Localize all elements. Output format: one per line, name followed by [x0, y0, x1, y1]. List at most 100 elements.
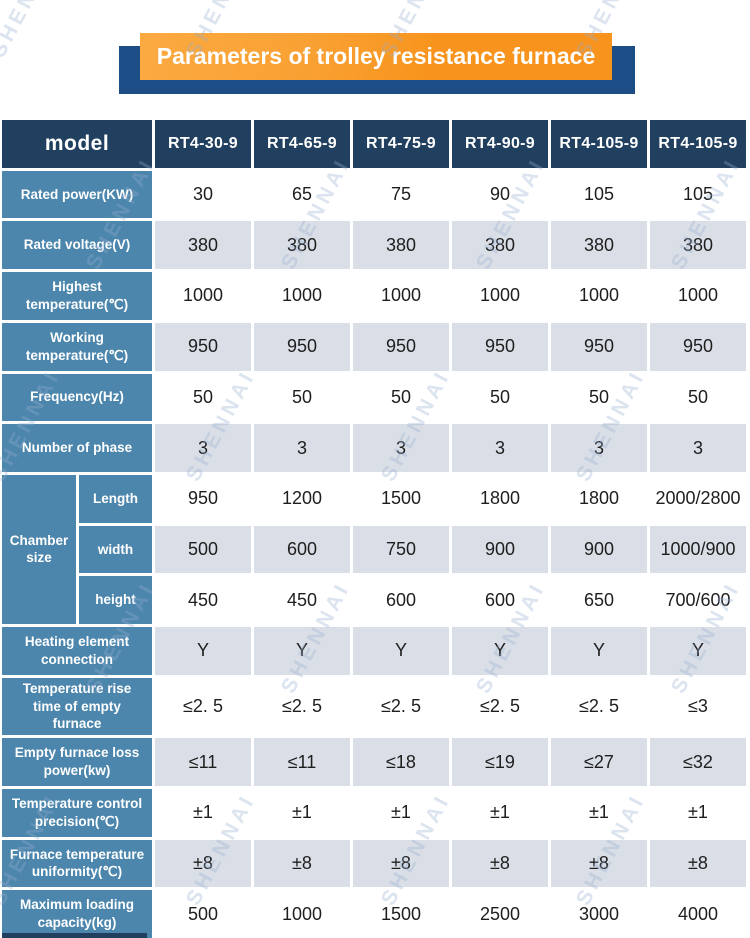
header-cell-model-name: RT4-75-9 [353, 120, 449, 168]
table-cell-value: 3000 [551, 890, 647, 938]
table-cell-value: 1000 [551, 272, 647, 320]
table-cell-value: 3 [254, 424, 350, 472]
table-cell-value: ≤2. 5 [155, 677, 251, 736]
table-cell-value: 1000 [254, 890, 350, 938]
table-cell-value: 50 [551, 373, 647, 422]
table-cell-value: Y [650, 627, 746, 675]
row-label-temperature-control-precision-: Temperature control precision(℃) [2, 788, 152, 837]
table-cell-value: 1000 [254, 272, 350, 320]
table-cell-value: 600 [254, 525, 350, 574]
table-cell-value: ≤2. 5 [452, 677, 548, 736]
row-label-highest-temperature-: Highest temperature(℃) [2, 272, 152, 320]
table-cell-value: ≤2. 5 [551, 677, 647, 736]
row-label-width: width [79, 525, 152, 574]
table-cell-value: 90 [452, 170, 548, 219]
watermark-text: SHENNAI [0, 0, 65, 62]
table-cell-value: 700/600 [650, 576, 746, 625]
table-cell-value: 50 [254, 373, 350, 422]
row-label-frequency-hz-: Frequency(Hz) [2, 373, 152, 422]
table-cell-value: ≤11 [155, 738, 251, 786]
header-cell-model-name: RT4-65-9 [254, 120, 350, 168]
banner-title-bar: Parameters of trolley resistance furnace [140, 33, 612, 80]
row-label-temperature-rise-time-of-empty-furnace: Temperature rise time of empty furnace [2, 677, 152, 736]
table-cell-value: 1000 [155, 272, 251, 320]
table-cell-value: ±1 [353, 788, 449, 837]
row-group-label-chamber-size: Chamber size [2, 474, 76, 625]
row-label-height: height [79, 576, 152, 625]
table-cell-value: 1000 [353, 272, 449, 320]
table-cell-value: 50 [650, 373, 746, 422]
table-cell-value: 950 [353, 322, 449, 371]
table-cell-value: ≤19 [452, 738, 548, 786]
table-cell-value: Y [353, 627, 449, 675]
table-cell-value: ±8 [254, 839, 350, 888]
header-cell-model-name: RT4-90-9 [452, 120, 548, 168]
table-cell-value: 450 [254, 576, 350, 625]
spec-table: model RT4-30-9 RT4-65-9 RT4-75-9 RT4-90-9 RT4… [2, 120, 746, 938]
table-cell-value: ≤18 [353, 738, 449, 786]
row-label-furnace-temperature-uniformity-: Furnace temperature uniformity(℃) [2, 839, 152, 888]
table-cell-value: 380 [551, 221, 647, 270]
table-cell-value: 1000 [650, 272, 746, 320]
page-title: Parameters of trolley resistance furnace [156, 43, 596, 69]
table-cell-value: ≤11 [254, 738, 350, 786]
table-cell-value: ≤2. 5 [254, 677, 350, 736]
table-cell-value: 50 [155, 373, 251, 422]
table-cell-value: 1500 [353, 890, 449, 938]
table-cell-value: Y [551, 627, 647, 675]
table-cell-value: ±1 [551, 788, 647, 837]
table-cell-value: 380 [650, 221, 746, 270]
table-cell-value: ±1 [254, 788, 350, 837]
header-cell-model-name: RT4-105-9 [650, 120, 746, 168]
table-cell-value: 450 [155, 576, 251, 625]
table-cell-value: ±1 [155, 788, 251, 837]
table-cell-value: 950 [155, 474, 251, 523]
row-label-rated-voltage-v-: Rated voltage(V) [2, 221, 152, 270]
table-cell-value: 1200 [254, 474, 350, 523]
table-cell-value: 30 [155, 170, 251, 219]
table-cell-value: 600 [452, 576, 548, 625]
row-label-maximum-loading-capacity-kg-: Maximum loading capacity(kg) [2, 890, 152, 938]
table-cell-value: 3 [452, 424, 548, 472]
table-cell-value: 50 [353, 373, 449, 422]
table-cell-value: 950 [452, 322, 548, 371]
table-cell-value: 3 [155, 424, 251, 472]
table-cell-value: 2000/2800 [650, 474, 746, 523]
table-cell-value: 105 [551, 170, 647, 219]
table-cell-value: 1000 [452, 272, 548, 320]
table-cell-value: 3 [353, 424, 449, 472]
table-cell-value: ≤2. 5 [353, 677, 449, 736]
table-cell-value: ±1 [650, 788, 746, 837]
table-cell-value: 65 [254, 170, 350, 219]
table-cell-value: ≤32 [650, 738, 746, 786]
table-cell-value: 1800 [551, 474, 647, 523]
table-cell-value: 2500 [452, 890, 548, 938]
table-cell-value: 50 [452, 373, 548, 422]
table-cell-value: 380 [452, 221, 548, 270]
table-cell-value: 3 [650, 424, 746, 472]
table-cell-value: Y [155, 627, 251, 675]
table-cell-value: 900 [551, 525, 647, 574]
table-cell-value: 950 [650, 322, 746, 371]
table-cell-value: 500 [155, 525, 251, 574]
table-cell-value: 1000/900 [650, 525, 746, 574]
table-cell-value: 500 [155, 890, 251, 938]
row-label-heating-element-connection: Heating element connection [2, 627, 152, 675]
row-label-working-temperature-: Working temperature(℃) [2, 322, 152, 371]
header-cell-model-name: RT4-105-9 [551, 120, 647, 168]
table-cell-value: 3 [551, 424, 647, 472]
table-cell-value: ±1 [452, 788, 548, 837]
table-cell-value: ≤3 [650, 677, 746, 736]
table-cell-value: 1800 [452, 474, 548, 523]
table-cell-value: ±8 [551, 839, 647, 888]
table-cell-value: ≤27 [551, 738, 647, 786]
table-cell-value: 900 [452, 525, 548, 574]
table-cell-value: Y [254, 627, 350, 675]
table-cell-value: ±8 [452, 839, 548, 888]
table-cell-value: 380 [155, 221, 251, 270]
table-cell-value: 950 [551, 322, 647, 371]
table-cell-value: 105 [650, 170, 746, 219]
table-cell-value: ±8 [353, 839, 449, 888]
row-label-empty-furnace-loss-power-kw-: Empty furnace loss power(kw) [2, 738, 152, 786]
row-label-number-of-phase: Number of phase [2, 424, 152, 472]
